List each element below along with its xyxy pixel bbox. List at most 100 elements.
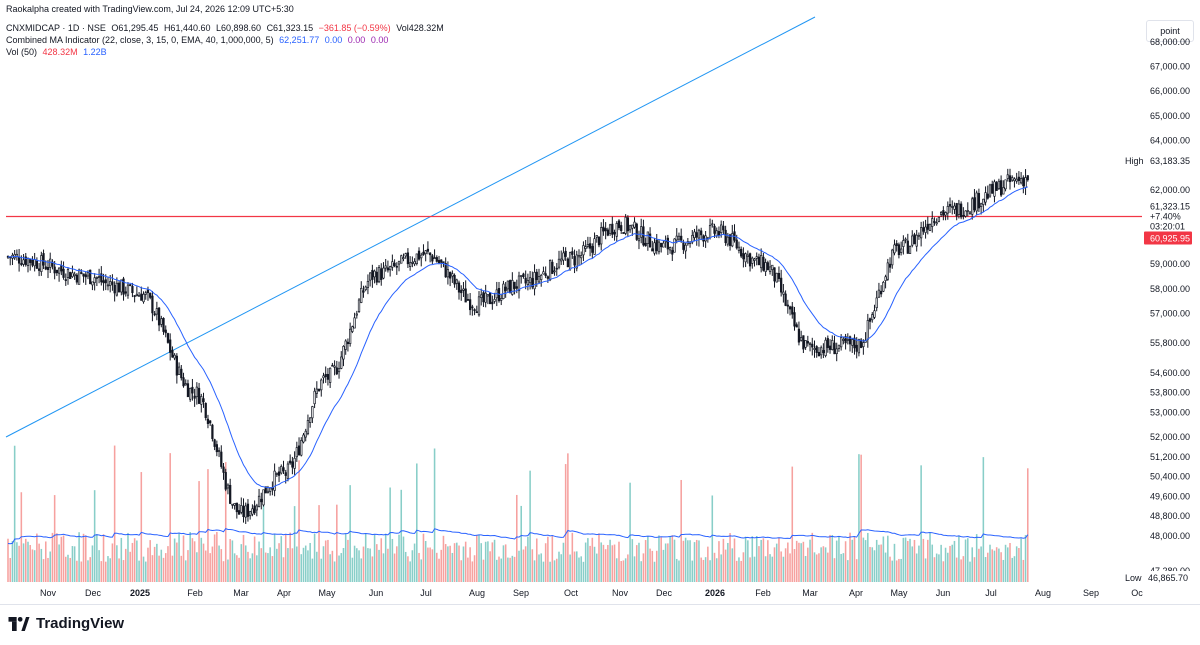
volume-bar — [156, 543, 158, 582]
vol-label[interactable]: Vol (50) — [6, 47, 38, 57]
candle — [9, 256, 12, 266]
candle — [828, 339, 832, 354]
x-tick-label: Feb — [755, 588, 771, 598]
volume-bar — [338, 555, 340, 582]
candle — [768, 260, 772, 275]
volume-bar — [80, 561, 83, 582]
volume-bar — [464, 541, 467, 582]
candle — [304, 428, 307, 442]
volume-bar — [795, 540, 798, 582]
volume-bar — [931, 544, 934, 582]
candle — [297, 437, 301, 456]
candle — [244, 502, 247, 524]
candle — [333, 360, 336, 376]
candle — [533, 264, 536, 296]
symbol-name[interactable]: CNXMIDCAP · 1D · NSE — [6, 23, 106, 33]
candle — [357, 298, 361, 313]
volume-bar — [971, 547, 974, 582]
candle — [955, 202, 958, 221]
candle — [626, 215, 629, 237]
volume-bar — [862, 537, 865, 582]
volume-bar — [989, 544, 991, 582]
volume-bar — [667, 543, 669, 582]
trendline — [5, 16, 816, 438]
candle — [613, 229, 616, 241]
volume-bar — [1009, 543, 1011, 582]
candle — [824, 337, 827, 358]
candle — [744, 252, 747, 268]
volume-bar — [58, 544, 60, 582]
candle — [915, 229, 918, 252]
candle — [611, 216, 614, 239]
volume-bar — [416, 463, 418, 582]
candle — [155, 301, 158, 321]
candle — [931, 211, 934, 233]
volume-bar — [367, 548, 369, 582]
candle — [764, 258, 767, 277]
candle — [415, 253, 418, 266]
candle — [706, 236, 709, 243]
trendline-segment[interactable] — [5, 16, 816, 438]
candle — [851, 338, 854, 353]
candles — [6, 168, 1029, 524]
high-marker — [1122, 153, 1192, 168]
candle — [671, 246, 674, 261]
candle — [928, 223, 932, 232]
volume-bar — [371, 556, 374, 582]
tradingview-logo[interactable]: TradingView — [8, 615, 124, 632]
volume-bar — [340, 553, 343, 582]
candle — [453, 273, 456, 288]
volume-bar — [693, 542, 696, 582]
x-tick-label: Jul — [420, 588, 432, 598]
volume-bar — [513, 556, 516, 582]
volume-bar — [967, 538, 969, 582]
volume-bar — [378, 549, 380, 582]
volume-bar — [664, 543, 667, 582]
candle — [331, 362, 334, 367]
candle — [913, 232, 916, 245]
x-tick-label: Jun — [369, 588, 384, 598]
candle — [302, 432, 305, 444]
x-tick-label: 2025 — [130, 588, 150, 598]
candle — [988, 183, 992, 198]
candle — [853, 334, 856, 355]
candle — [335, 360, 338, 376]
volume-bars — [7, 445, 1029, 582]
volume-value: Vol428.32M — [396, 23, 444, 33]
volume-bar — [409, 561, 411, 582]
candle — [942, 206, 945, 221]
candle — [875, 290, 878, 312]
candle — [844, 333, 847, 350]
volume-bar — [949, 545, 951, 582]
volume-bar — [860, 454, 862, 582]
volume-bar — [413, 543, 416, 582]
volume-bar — [313, 533, 316, 582]
volume-bar — [700, 557, 702, 582]
high-value: H61,440.60 — [163, 23, 211, 33]
candle — [982, 198, 985, 213]
candle — [695, 225, 698, 246]
volume-bar — [649, 548, 651, 582]
ma-label[interactable]: Combined MA Indicator (22, close, 3, 15,… — [6, 35, 274, 45]
volume-bar — [498, 556, 500, 582]
candle — [746, 250, 749, 264]
volume-bar — [773, 547, 776, 582]
price-chart[interactable]: 68,000.00 67,000.00 66,000.00 65,000.00 64,0… — [0, 0, 1200, 604]
volume-bar — [789, 553, 791, 582]
candle — [80, 269, 83, 275]
volume-bar — [427, 547, 429, 582]
volume-legend: Vol (50) 428.32M 1.22B — [6, 47, 107, 57]
x-tick-label: Nov — [40, 588, 57, 598]
candle — [802, 335, 805, 354]
volume-bar — [1024, 535, 1027, 582]
volume-bar — [176, 542, 178, 582]
volume-bar — [840, 553, 842, 582]
volume-bar — [316, 551, 318, 582]
last-price-countdown: 03:20:01 — [1150, 222, 1185, 232]
scale-mode-button[interactable]: point — [1146, 20, 1194, 42]
candle — [555, 263, 558, 276]
volume-bar — [31, 549, 34, 582]
volume-bar — [1007, 547, 1009, 582]
candle — [660, 242, 663, 253]
volume-bar — [422, 533, 425, 582]
